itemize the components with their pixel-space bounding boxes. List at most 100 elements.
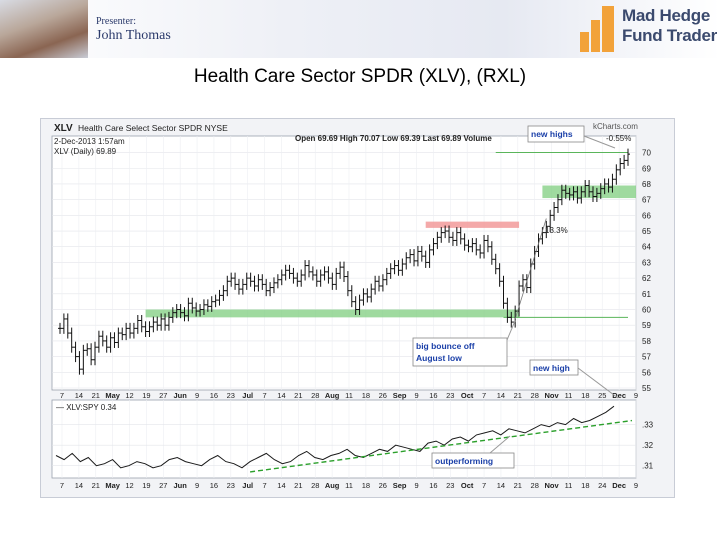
price-bar <box>236 278 241 295</box>
ratio-x-tick-label: 12 <box>125 481 133 490</box>
price-bar <box>505 297 510 323</box>
price-bar <box>485 234 490 253</box>
price-bar <box>380 274 385 292</box>
price-bar <box>563 184 568 199</box>
price-bar <box>555 194 560 213</box>
price-bar <box>575 186 580 204</box>
price-bar <box>287 264 292 279</box>
ratio-x-tick-label: 26 <box>379 481 387 490</box>
chart-date-line: 2-Dec-2013 1:57am <box>54 137 125 146</box>
price-bar <box>275 274 280 289</box>
price-x-tick-label: 9 <box>414 391 418 400</box>
price-bar <box>58 322 62 334</box>
price-bar <box>85 343 90 356</box>
price-bar <box>361 288 366 306</box>
price-bar <box>240 278 245 295</box>
ratio-x-tick-label: 9 <box>634 481 638 490</box>
price-bar <box>384 267 389 286</box>
price-bar <box>544 220 549 239</box>
price-bar <box>357 294 362 316</box>
price-x-tick-label: 7 <box>60 391 64 400</box>
price-bar <box>400 258 405 276</box>
bounce-callout-line2: August low <box>416 353 462 363</box>
price-x-tick-label: Aug <box>325 391 340 400</box>
price-x-tick-label: 26 <box>379 391 387 400</box>
price-bar <box>163 313 168 331</box>
price-bar <box>334 267 339 290</box>
price-bar <box>583 180 588 198</box>
bounce-callout-box <box>412 337 508 367</box>
price-y-tick-label: 58 <box>642 337 651 346</box>
price-bar <box>170 307 175 323</box>
price-bar <box>135 315 140 334</box>
price-y-tick-label: 62 <box>642 274 651 283</box>
price-bar <box>151 316 156 333</box>
price-bar <box>610 173 615 193</box>
price-bar <box>590 186 595 202</box>
ratio-x-tick-label: 18 <box>362 481 370 490</box>
price-bar <box>353 296 358 316</box>
price-bar <box>159 313 164 331</box>
resistance-zone <box>425 221 520 228</box>
price-y-tick-label: 63 <box>642 258 651 267</box>
ratio-x-tick-label: 11 <box>565 481 573 490</box>
ratio-x-tick-label: 21 <box>294 481 302 490</box>
price-x-tick-label: Oct <box>461 391 474 400</box>
stock-chart: 55 56 57 58 59 60 61 62 63 64 65 66 67 68 69 70 7 7 14 14 21… <box>51 122 654 490</box>
price-bar <box>73 341 78 363</box>
price-bar <box>552 202 557 221</box>
price-bar <box>128 322 133 339</box>
price-bar <box>198 304 203 317</box>
price-y-tick-label: 70 <box>642 149 651 158</box>
logo-text-line2: Fund Trader <box>622 26 717 45</box>
price-bar <box>618 158 623 176</box>
price-bar <box>209 296 214 312</box>
price-bar <box>427 244 432 268</box>
chart-watermark: kCharts.com <box>593 122 638 131</box>
ratio-y-tick-label: .33 <box>642 421 654 430</box>
price-bar <box>571 186 576 201</box>
price-bar <box>186 297 191 322</box>
price-x-tick-label: 12 <box>125 391 133 400</box>
price-bar <box>489 241 494 265</box>
new-highs-callout-box <box>527 125 585 143</box>
price-bar <box>252 275 257 292</box>
new-highs-pointer <box>583 135 616 149</box>
price-bar <box>373 275 378 295</box>
logo-text-line1: Mad Hedge <box>622 6 710 25</box>
price-bar <box>482 234 487 259</box>
ratio-x-tick-label: 28 <box>311 481 319 490</box>
price-bar <box>322 266 327 281</box>
price-bar <box>69 327 74 353</box>
price-bar <box>524 274 529 294</box>
price-bar <box>338 261 343 279</box>
price-x-tick-label: 14 <box>497 391 505 400</box>
price-bar <box>404 252 409 270</box>
price-x-tick-label: 14 <box>75 391 83 400</box>
price-bar <box>458 227 463 245</box>
ratio-x-tick-label: 23 <box>227 481 235 490</box>
price-bar <box>104 335 109 353</box>
price-bar <box>100 330 105 347</box>
price-x-tick-label: 18 <box>581 391 589 400</box>
price-x-tick-label: 23 <box>446 391 454 400</box>
price-y-tick-label: 67 <box>642 196 651 205</box>
price-y-tick-label: 57 <box>642 353 651 362</box>
price-bar <box>466 239 471 253</box>
price-bar <box>174 304 179 319</box>
price-bar <box>310 266 315 281</box>
ratio-x-tick-label: 21 <box>514 481 522 490</box>
price-bar <box>330 272 335 290</box>
price-bar <box>443 225 448 239</box>
price-bar <box>342 261 346 283</box>
presenter-name: John Thomas <box>96 28 171 43</box>
chart-change-text: -0.55% <box>606 134 631 143</box>
ratio-x-tick-label: 18 <box>581 481 589 490</box>
price-bar <box>431 238 436 256</box>
outperforming-callout-box <box>431 452 515 469</box>
ratio-y-tick-label: .31 <box>642 462 654 471</box>
price-bar <box>470 238 475 253</box>
price-x-tick-label: 16 <box>429 391 437 400</box>
price-bar <box>439 227 444 243</box>
ratio-x-tick-label: Nov <box>545 481 560 490</box>
